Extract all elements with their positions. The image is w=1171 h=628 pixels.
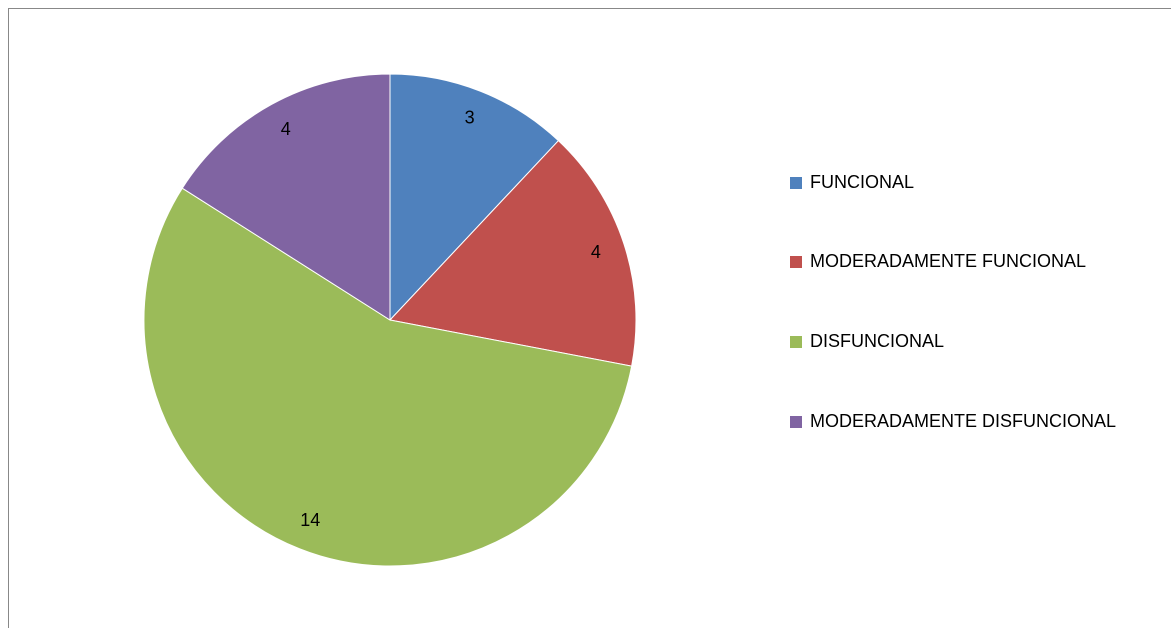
legend-swatch: [790, 336, 802, 348]
legend-swatch: [790, 416, 802, 428]
pie-slice: [181, 73, 391, 321]
pie-slice: [389, 73, 560, 322]
pie-slice: [143, 187, 633, 567]
data-label: 4: [591, 242, 601, 262]
data-label: 3: [465, 107, 475, 127]
legend-swatch: [790, 177, 802, 189]
pie-slice: [389, 139, 637, 367]
legend-label: MODERADAMENTE DISFUNCIONAL: [810, 411, 1116, 431]
legend-label: FUNCIONAL: [810, 172, 914, 192]
legend-label: DISFUNCIONAL: [810, 331, 944, 351]
legend-label: MODERADAMENTE FUNCIONAL: [810, 251, 1086, 271]
legend-swatch: [790, 256, 802, 268]
data-label: 4: [281, 119, 291, 139]
data-label: 14: [300, 510, 320, 530]
